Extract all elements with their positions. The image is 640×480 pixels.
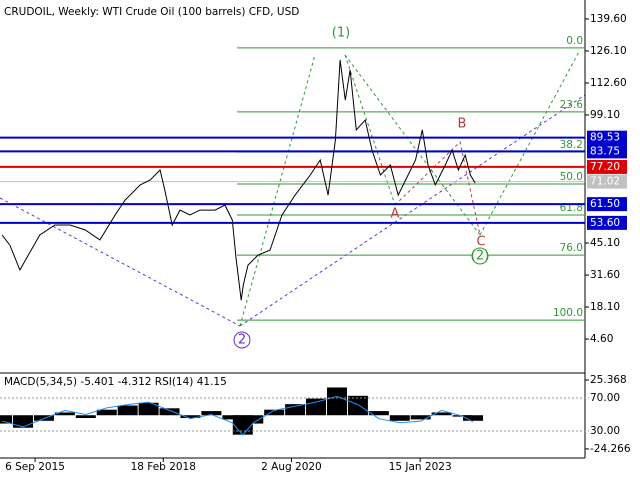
fibo-label: 100.0 xyxy=(553,307,583,319)
price-label: 61.50 xyxy=(590,198,620,210)
x-tick-label: 6 Sep 2015 xyxy=(5,461,65,473)
y-tick-label: 18.10 xyxy=(590,301,620,313)
price-line xyxy=(1,395,474,436)
macd-bar xyxy=(431,412,452,416)
macd-bar xyxy=(96,409,117,416)
macd-bar xyxy=(75,415,96,419)
price-label: 53.60 xyxy=(590,217,620,229)
macd-bar xyxy=(326,387,347,416)
macd-bar xyxy=(138,402,159,416)
price-label-box xyxy=(587,144,627,159)
indicator-title: MACD(5,34,5) -5.401 -4.312 RSI(14) 41.15 xyxy=(4,376,227,388)
x-tick-label: 2 Aug 2020 xyxy=(261,461,322,473)
y2-tick-label: 30.00 xyxy=(590,425,620,437)
y-tick-label: 99.10 xyxy=(590,109,620,121)
wave-label: C xyxy=(476,235,485,250)
y-tick-label: -24.266 xyxy=(590,443,631,455)
macd-bar xyxy=(159,408,180,416)
fibo-label: 50.0 xyxy=(560,171,583,183)
wave-line xyxy=(344,54,396,206)
x-tick-label: 18 Feb 2018 xyxy=(131,461,196,473)
macd-bar xyxy=(410,415,431,420)
price-label-box xyxy=(587,130,627,145)
y-tick-label: 139.60 xyxy=(590,13,627,25)
y-tick-label: 45.10 xyxy=(590,237,620,249)
macd-bar xyxy=(264,409,285,416)
price-label-box xyxy=(587,174,627,189)
macd-bar xyxy=(117,405,138,416)
wave-line xyxy=(239,54,316,327)
macd-bar xyxy=(54,412,75,416)
y-tick-label: 112.60 xyxy=(590,77,627,89)
price-label: 83.75 xyxy=(590,145,620,157)
chart-title: CRUDOIL, Weekly: WTI Crude Oil (100 barr… xyxy=(4,6,299,18)
fibo-label: 0.0 xyxy=(566,35,583,47)
fibo-label: 76.0 xyxy=(560,242,583,254)
wave-label: B xyxy=(458,117,467,132)
price-label: 71.02 xyxy=(590,176,620,188)
y-tick-label: 25.368 xyxy=(590,374,627,386)
price-label-box xyxy=(587,197,627,212)
price-label-box xyxy=(587,159,627,174)
y2-tick-label: 70.00 xyxy=(590,392,620,404)
x-tick-label: 15 Jan 2023 xyxy=(389,461,452,473)
macd-bar xyxy=(347,395,368,416)
macd-bar xyxy=(201,411,222,416)
price-label: 77.20 xyxy=(590,161,620,173)
wave-label: (2) xyxy=(471,249,489,264)
macd-bar xyxy=(285,404,306,416)
price-line xyxy=(1,59,476,301)
macd-bar xyxy=(368,411,389,416)
wave-circle xyxy=(471,247,489,265)
y-tick-label: 31.60 xyxy=(590,269,620,281)
macd-bar xyxy=(306,398,327,416)
fibo-label: 23.6 xyxy=(560,99,584,111)
wave-label: A xyxy=(391,207,400,222)
wave-label: 2 xyxy=(238,333,246,348)
macd-bar xyxy=(389,415,410,421)
price-label: 89.53 xyxy=(590,132,620,144)
wave-circle xyxy=(233,331,251,349)
macd-bar xyxy=(13,415,34,428)
wave-line xyxy=(479,49,581,236)
wave-label: (1) xyxy=(332,26,350,41)
y-tick-label: 126.10 xyxy=(590,45,627,57)
price-label-box xyxy=(587,215,627,230)
macd-bar xyxy=(243,415,264,424)
macd-bar xyxy=(0,415,13,424)
y-tick-label: 4.60 xyxy=(590,333,613,345)
macd-bar xyxy=(180,415,201,419)
macd-bar xyxy=(33,415,54,421)
macd-bar xyxy=(463,415,484,421)
fibo-label: 38.2 xyxy=(560,139,583,151)
macd-bar xyxy=(222,415,243,420)
